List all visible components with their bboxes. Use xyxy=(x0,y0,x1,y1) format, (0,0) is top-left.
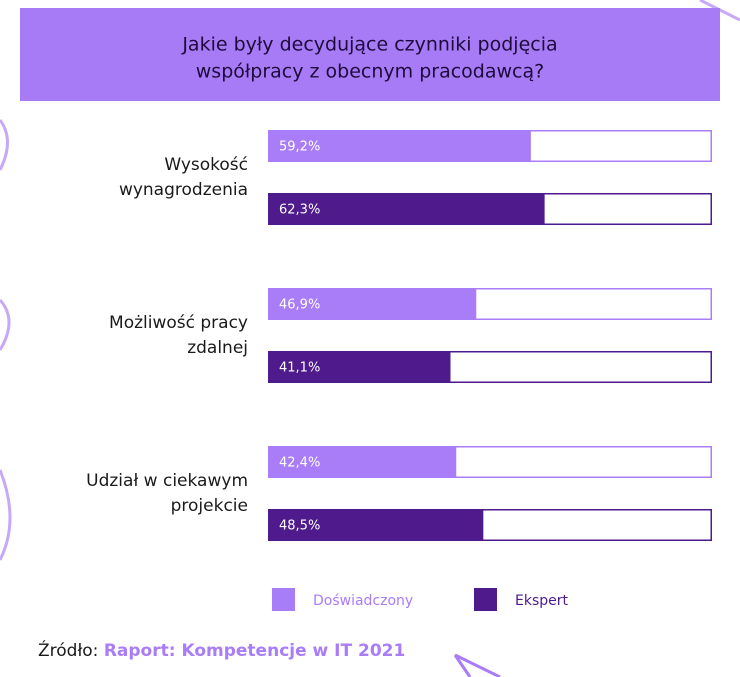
chart-title: współpracy z obecnym pracodawcą? xyxy=(196,61,544,83)
legend-swatch xyxy=(272,588,295,611)
legend-swatch xyxy=(474,588,497,611)
category-label: Udział w ciekawym projekcie xyxy=(86,470,248,516)
deco-arrow xyxy=(453,653,501,677)
legend-label: Doświadczony xyxy=(313,593,413,609)
value-label: 42,4% xyxy=(279,456,320,471)
legend-label: Ekspert xyxy=(515,593,569,609)
bar xyxy=(268,130,531,162)
bar xyxy=(268,288,477,320)
value-label: 41,1% xyxy=(279,361,320,376)
bar xyxy=(268,509,484,541)
bar xyxy=(268,193,545,225)
value-label: 46,9% xyxy=(279,298,320,313)
value-label: 62,3% xyxy=(279,203,320,218)
value-label: 48,5% xyxy=(279,519,320,534)
deco-curve xyxy=(0,469,12,561)
category-label: Możliwość pracy zdalnej xyxy=(109,312,248,358)
category-label: Wysokość wynagrodzenia xyxy=(118,154,248,200)
chart-title: Jakie były decydujące czynniki podjęcia xyxy=(181,34,557,56)
bar xyxy=(268,351,451,383)
deco-curve xyxy=(0,119,9,171)
header-band xyxy=(20,8,720,101)
source: Źródło: Raport: Kompetencje w IT 2021 xyxy=(38,639,405,661)
source-label: Źródło: xyxy=(38,639,98,661)
bar xyxy=(268,446,457,478)
value-label: 59,2% xyxy=(279,140,320,155)
deco-curve xyxy=(0,298,11,351)
source-name: Raport: Kompetencje w IT 2021 xyxy=(104,641,406,661)
